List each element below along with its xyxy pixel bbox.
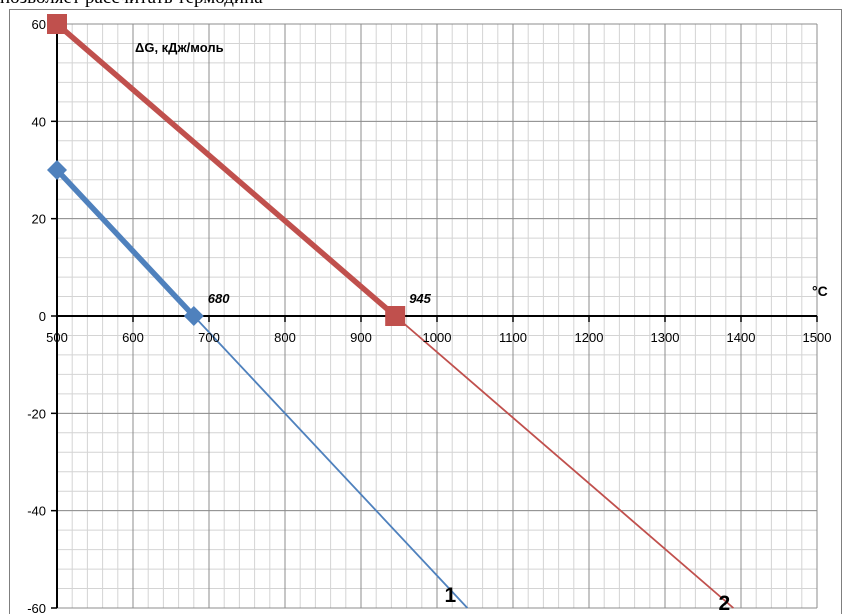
chart-labels: 500 600 700 800 900 1000 1100 1200 1300 1400 15006… [27,17,831,614]
x-tick-label: 1500 [803,330,832,345]
y-tick-label: 60 [32,17,46,32]
y-tick-label: -40 [27,504,46,519]
x-tick-label: 700 [198,330,220,345]
x-tick-label: 1000 [423,330,452,345]
y-tick-label: 40 [32,114,46,129]
x-axis-label: °C [812,283,828,299]
axes [51,23,818,609]
x-tick-label: 800 [274,330,296,345]
series-markers [47,14,406,326]
series-2-label: 2 [719,592,731,614]
x-tick-label: 500 [46,330,68,345]
series-1-point [183,306,204,326]
x-tick-label: 1200 [575,330,604,345]
series-1-point [47,160,67,180]
x-tick-label: 1300 [651,330,680,345]
x-tick-label: 600 [122,330,144,345]
y-tick-label: 20 [32,212,46,227]
annotation-680: 680 [208,291,230,306]
series-2-point [47,14,67,34]
y-tick-label: 0 [39,309,46,324]
series-2-point [385,306,406,326]
series-1-line-extension [193,315,469,609]
x-tick-label: 1400 [727,330,756,345]
x-tick-label: 1100 [499,330,527,345]
y-axis-label: ΔG, кДж/моль [135,40,224,55]
caption-text: позволяет рассчитать термодина [0,0,843,9]
series-2-line-extension [394,315,734,609]
x-tick-label: 900 [350,330,372,345]
series-lines [54,21,734,609]
y-tick-label: -20 [27,406,46,421]
series-2-line [55,21,397,319]
series-1-line [54,168,196,318]
y-tick-label: -60 [27,601,46,614]
annotation-945: 945 [409,291,431,306]
series-1-label: 1 [445,584,457,607]
